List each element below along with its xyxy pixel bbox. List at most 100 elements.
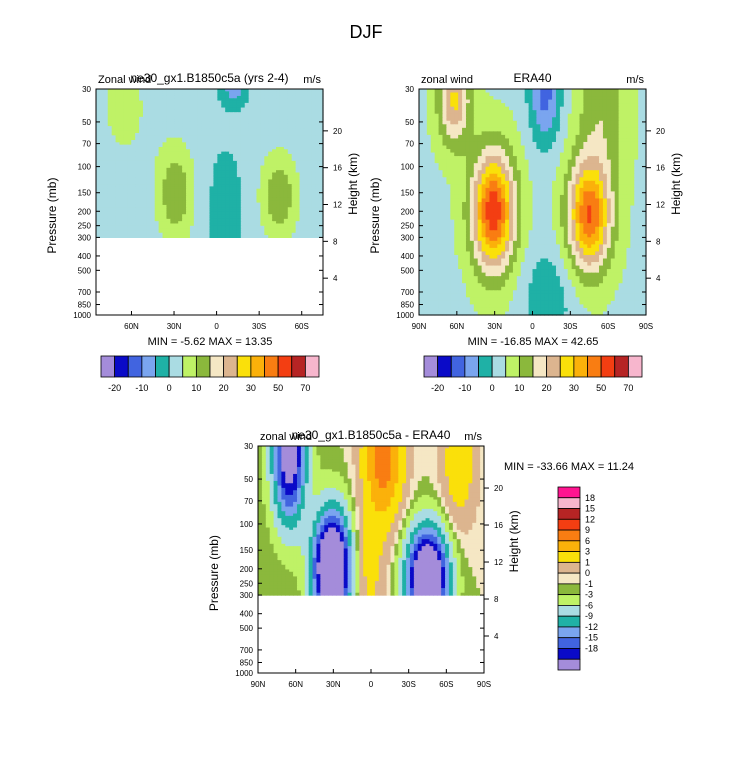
model-cell [260, 98, 265, 102]
model-cell [299, 112, 305, 116]
model-cell [139, 137, 144, 141]
era40-cell [638, 149, 643, 154]
model-cell [272, 112, 277, 116]
era40-cell [626, 110, 631, 115]
model-cell [201, 109, 207, 113]
model-cell [264, 116, 269, 120]
era40-cell [501, 152, 506, 157]
era40-cell [493, 103, 498, 108]
model-cell [189, 93, 195, 97]
era40-cell [610, 134, 616, 140]
model-cell [201, 89, 207, 92]
era40-cell [595, 156, 600, 161]
model-cell [158, 91, 164, 95]
era40-cell [520, 120, 526, 125]
era40-cell [446, 166, 451, 171]
model-cell [213, 114, 218, 118]
era40-cell [458, 92, 463, 97]
model-cell [131, 119, 136, 123]
era40-cell [446, 138, 451, 143]
era40-cell [606, 124, 612, 129]
model-cell [291, 98, 297, 102]
era40-cell [473, 152, 479, 157]
model-cell [217, 95, 222, 99]
model-cell [260, 135, 265, 139]
model-cell [182, 91, 187, 95]
model-cell [252, 95, 258, 99]
model-cell [205, 112, 211, 116]
era40-cell [630, 103, 635, 108]
model-cell [225, 121, 230, 125]
model-cell [119, 133, 124, 136]
era40-cell [548, 159, 553, 164]
model-cell [236, 137, 242, 141]
era40-cell [465, 145, 471, 150]
model-cell [279, 114, 285, 118]
era40-cell [509, 113, 514, 118]
era40-cell [481, 134, 487, 140]
model-cell [127, 121, 132, 125]
model-cell [189, 95, 195, 99]
era40-cell [552, 163, 557, 168]
era40-cell [575, 124, 581, 129]
model-cell [236, 107, 242, 111]
era40-cell [540, 163, 545, 168]
era40-cell [599, 145, 604, 150]
model-cell [268, 89, 273, 92]
era40-cell [540, 103, 545, 108]
model-cell [186, 128, 191, 132]
model-cell [276, 235, 281, 238]
model-cell [268, 235, 273, 238]
era40-cell [622, 149, 628, 154]
model-cell [291, 100, 297, 104]
model-cell [244, 114, 250, 118]
model-cell [103, 102, 109, 106]
era40-cell [473, 145, 479, 150]
era40-cell [630, 138, 635, 143]
era40-cell [501, 99, 506, 104]
model-cell [174, 119, 179, 123]
era40-cell [469, 152, 475, 157]
model-cell [311, 107, 316, 111]
era40-cell [626, 163, 631, 168]
model-cell [252, 137, 258, 141]
model-cell [170, 91, 175, 95]
model-cell [96, 119, 101, 123]
model-cell [186, 112, 191, 116]
model-cell [279, 98, 285, 102]
era40-cell [426, 120, 432, 125]
model-cell [131, 235, 136, 238]
era40-cell [532, 117, 538, 122]
model-cell [158, 137, 164, 141]
model-cell [166, 123, 171, 127]
era40-cell [505, 92, 510, 97]
model-cell [99, 112, 105, 116]
era40-cell [442, 120, 447, 125]
era40-cell [473, 163, 479, 168]
model-cell [213, 93, 218, 97]
model-cell [178, 109, 183, 113]
era40-cell [489, 141, 494, 147]
era40-cell [446, 103, 451, 108]
model-cell [111, 112, 117, 116]
model-cell [135, 112, 140, 116]
era40-cell [614, 99, 620, 104]
era40-cell [630, 120, 635, 125]
model-cell [107, 105, 113, 109]
model-cell [131, 114, 136, 118]
model-cell [252, 116, 258, 120]
model-cell [131, 123, 136, 127]
era40-cell [575, 96, 581, 101]
era40-cell [426, 156, 432, 161]
era40-cell [567, 156, 573, 161]
era40-cell [634, 131, 639, 136]
era40-cell [481, 117, 487, 122]
model-cell [107, 126, 113, 130]
era40-cell [579, 117, 584, 122]
era40-cell [571, 110, 577, 115]
model-cell [319, 119, 324, 123]
model-cell [244, 128, 250, 132]
era40-cell [567, 131, 573, 136]
model-cell [127, 130, 132, 134]
era40-cell [426, 99, 432, 104]
